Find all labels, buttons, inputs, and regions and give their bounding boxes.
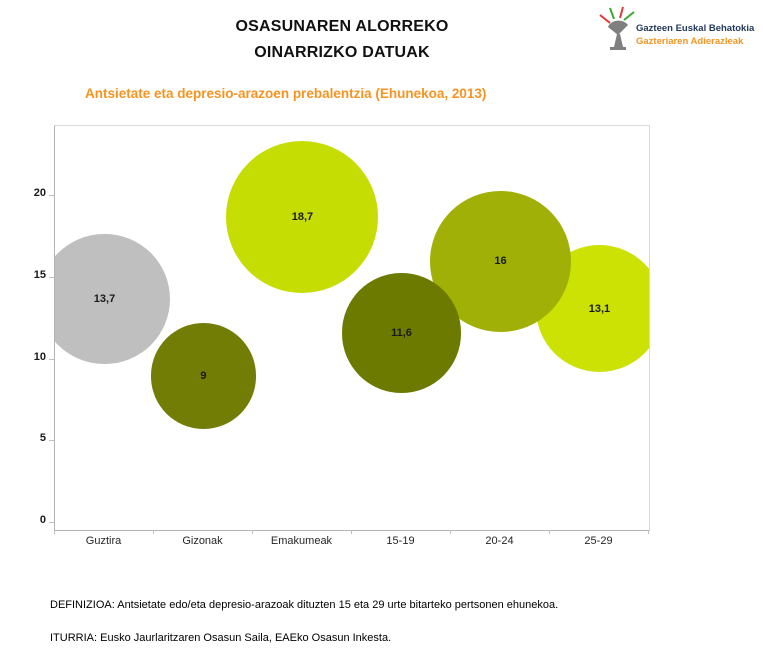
bubble-value-label: 9 [200, 369, 207, 382]
y-tick-label: 10 [33, 350, 46, 363]
definition-note: DEFINIZIOA: Antsietate edo/eta depresio-… [50, 599, 559, 611]
x-tick-mark [351, 530, 352, 534]
x-tick-mark [549, 530, 550, 534]
x-category-label-Emakumeak: Emakumeak [270, 535, 333, 547]
y-tick-label: 20 [33, 187, 46, 199]
source-note: ITURRIA: Eusko Jaurlaritzaren Osasun Sai… [50, 632, 392, 644]
page-title-line1: OSASUNAREN ALORREKO [235, 18, 449, 35]
x-category-label-20-24: 20-24 [485, 535, 514, 547]
x-category-label-25-29: 25-29 [584, 535, 613, 547]
bubble-15-19: 11,6 [341, 273, 462, 394]
x-category-label-Gizonak: Gizonak [182, 535, 223, 547]
logo-subtitle: Gazteriaren Adierazleak [636, 36, 744, 47]
y-tick-mark [49, 276, 54, 278]
bubble-20-24: 16 [430, 191, 571, 332]
y-tick-label: 15 [33, 268, 46, 281]
x-tick-mark [153, 530, 154, 534]
observatory-logo-icon [599, 6, 635, 50]
x-tick-mark [648, 530, 649, 534]
x-tick-mark [54, 530, 55, 534]
logo [597, 6, 757, 59]
y-tick-mark [49, 195, 54, 196]
page-title-line2: OINARRIZKO DATUAK [254, 44, 430, 61]
bubble-value-label: 11,6 [391, 327, 412, 340]
bubble-Gizonak: 9 [150, 323, 257, 429]
bubble-Emakumeak: 18,7 [226, 141, 379, 294]
y-tick-mark [49, 440, 54, 442]
bubble-value-label: 13,1 [588, 302, 611, 315]
bubble-Guztira: 13,7 [55, 233, 170, 365]
y-tick-label: 0 [39, 514, 46, 526]
y-tick-label: 5 [39, 432, 46, 445]
plot-area: 13,7 9 18,7 11,6 16 13,1 [54, 125, 650, 531]
y-tick-mark [49, 522, 54, 523]
x-tick-mark [450, 530, 451, 534]
page-title: OSASUNAREN ALORREKO OINARRIZKO DATUAK [92, 14, 592, 66]
x-category-label-15-19: 15-19 [386, 535, 415, 547]
bubble-value-label: 13,7 [93, 292, 116, 305]
bubble-value-label: 16 [494, 255, 507, 268]
chart-title: Antsietate eta depresio-arazoen prebalen… [85, 86, 487, 101]
x-tick-mark [252, 530, 253, 534]
logo-title: Gazteen Euskal Behatokia [636, 23, 755, 34]
bubble-25-29: 13,1 [535, 245, 649, 373]
y-tick-mark [49, 358, 54, 360]
bubble-value-label: 18,7 [291, 211, 314, 224]
x-category-label-Guztira: Guztira [85, 535, 122, 547]
